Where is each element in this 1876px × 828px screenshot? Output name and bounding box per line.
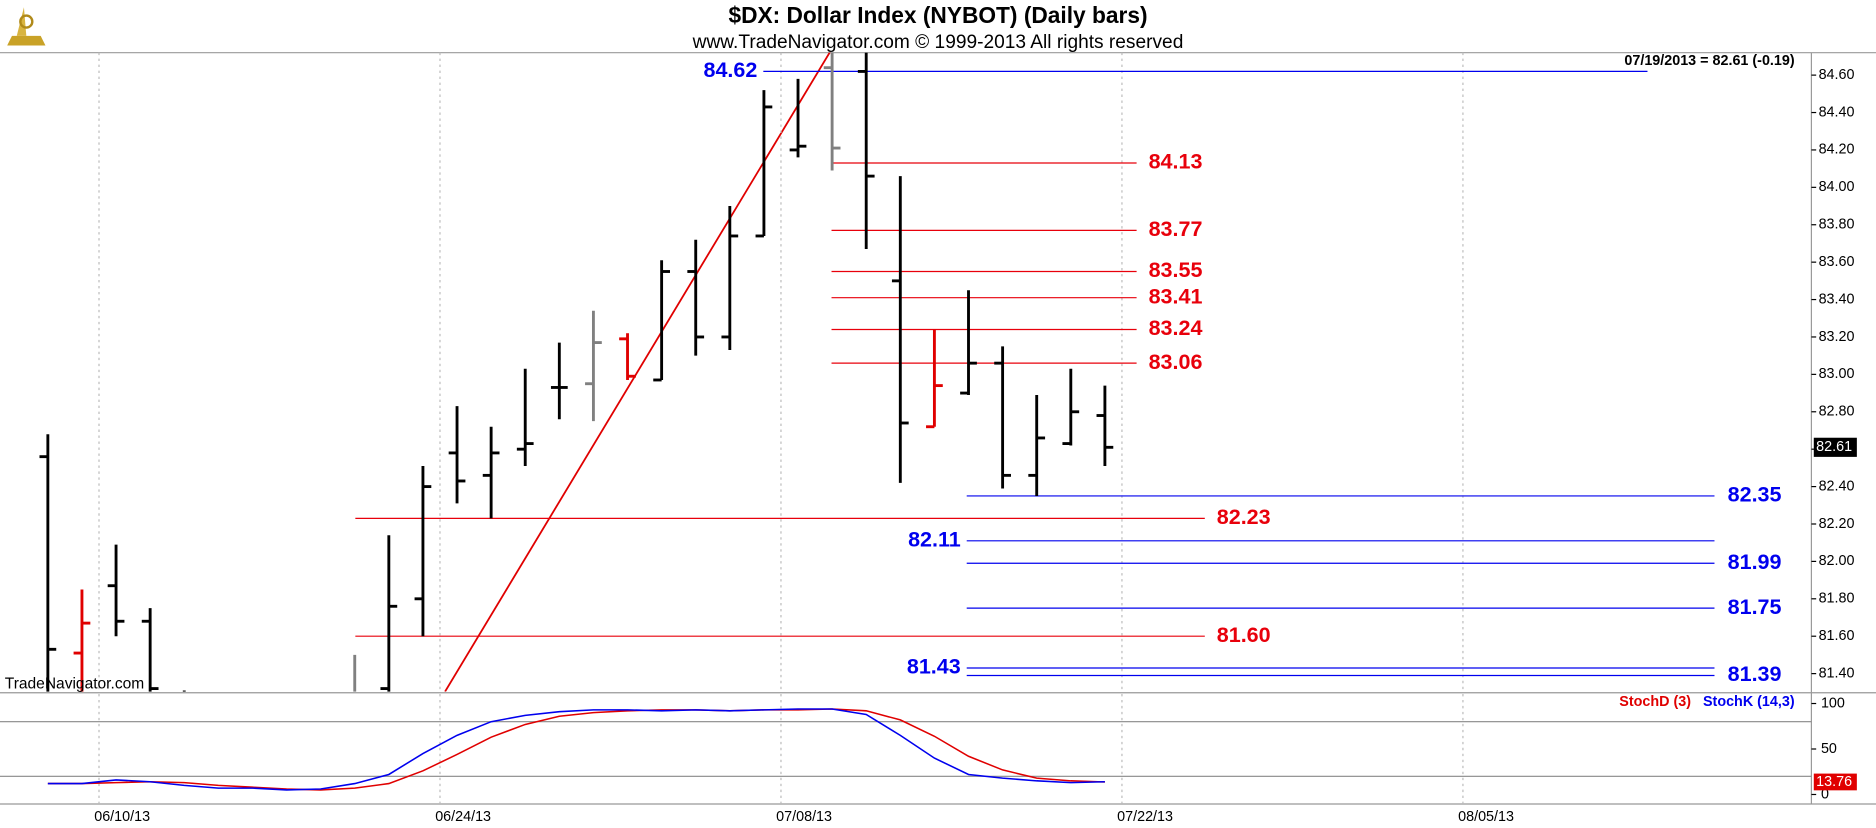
x-tick-label: 08/05/13 [1458,809,1514,825]
watermark: TradeNavigator.com [5,676,144,693]
y-tick-label: 83.40 [1819,291,1855,307]
level-label: 82.11 [908,528,961,552]
y-tick-label: 84.40 [1819,104,1855,120]
level-label: 82.23 [1217,505,1271,529]
stoch-plot [0,693,1812,805]
level-label: 81.99 [1728,550,1782,574]
y-tick-label: 0 [1821,786,1829,802]
x-tick-label: 07/08/13 [776,809,832,825]
level-label: 81.39 [1728,662,1782,686]
last-stoch-box [1813,773,1857,791]
level-label: 83.55 [1149,258,1203,282]
y-tick-label: 83.60 [1819,254,1855,270]
chart-subtitle: www.TradeNavigator.com © 1999-2013 All r… [692,32,1184,53]
y-tick-label: 84.60 [1819,67,1855,83]
level-label: 83.06 [1149,350,1203,374]
stoch-line [47,708,1105,791]
last-price-box [1813,437,1857,457]
y-tick-label: 82.20 [1819,516,1855,532]
y-tick-label: 81.60 [1819,628,1855,644]
legend-label: StochD (3) [1619,694,1691,710]
y-tick-label: 83.00 [1819,366,1855,382]
y-tick-label: 82.00 [1819,553,1855,569]
y-tick-label: 84.20 [1819,142,1855,158]
trendline [444,52,831,692]
level-label: 81.60 [1217,623,1271,647]
level-label: 81.75 [1728,595,1782,619]
x-tick-label: 06/24/13 [435,809,491,825]
x-tick-label: 06/10/13 [94,809,150,825]
stoch-line [47,708,1105,791]
y-tick-label: 81.40 [1819,665,1855,681]
level-label: 83.77 [1149,217,1203,241]
level-label: 83.24 [1149,316,1203,340]
last-price-label: 82.61 [1816,439,1852,455]
y-tick-label: 82.40 [1819,478,1855,494]
y-tick-label: 83.80 [1819,217,1855,233]
y-tick-label: 82.80 [1819,404,1855,420]
y-tick-label: 50 [1821,741,1837,757]
last-stoch-label: 13.76 [1816,774,1852,790]
legend-label: StochK (14,3) [1703,694,1795,710]
last-quote: 07/19/2013 = 82.61 (-0.19) [1624,53,1794,69]
price-plot [39,52,1715,692]
y-tick-label: 83.20 [1819,329,1855,345]
overlay: 06/10/13 06/24/13 07/08/13 07/22/13 08/05/13… [94,58,1857,825]
y-tick-label: 81.80 [1819,591,1855,607]
x-tick-label: 07/22/13 [1117,809,1173,825]
y-tick-label: 84.00 [1819,179,1855,195]
level-label: 82.35 [1728,483,1782,507]
level-label: 83.41 [1149,284,1203,308]
y-tick-label: 100 [1821,695,1845,711]
level-label: 81.43 [907,655,961,679]
logo [7,7,46,46]
level-label: 84.62 [703,58,757,82]
level-label: 84.13 [1149,150,1203,174]
chart-title: $DX: Dollar Index (NYBOT) (Daily bars) [728,2,1147,28]
